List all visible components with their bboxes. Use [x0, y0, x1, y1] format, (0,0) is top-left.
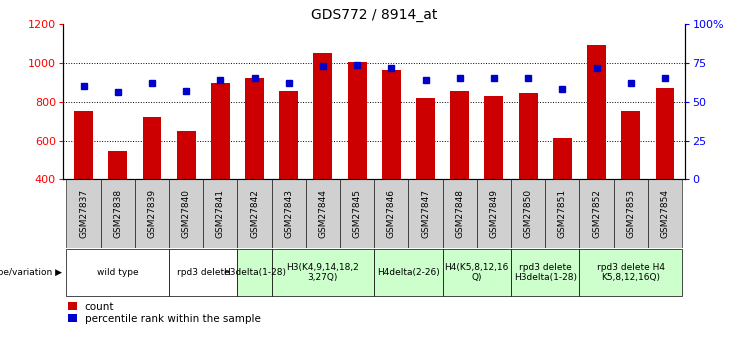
Text: genotype/variation ▶: genotype/variation ▶	[0, 268, 62, 277]
Legend: count, percentile rank within the sample: count, percentile rank within the sample	[68, 302, 261, 324]
Text: GSM27853: GSM27853	[626, 189, 635, 238]
Text: GSM27843: GSM27843	[285, 189, 293, 238]
Bar	[348, 62, 367, 179]
Bar	[272, 179, 306, 248]
Bar	[382, 70, 401, 179]
Bar	[169, 249, 237, 296]
Text: GSM27838: GSM27838	[113, 189, 122, 238]
Text: GSM27840: GSM27840	[182, 189, 190, 238]
Title: GDS772 / 8914_at: GDS772 / 8914_at	[311, 8, 437, 22]
Text: rpd3 delete
H3delta(1-28): rpd3 delete H3delta(1-28)	[514, 263, 576, 282]
Text: GSM27849: GSM27849	[489, 189, 499, 238]
Text: GSM27846: GSM27846	[387, 189, 396, 238]
Bar	[237, 179, 272, 248]
Bar	[313, 53, 332, 179]
Bar	[579, 179, 614, 248]
Bar	[511, 179, 545, 248]
Bar	[203, 179, 237, 248]
Bar	[621, 110, 640, 179]
Text: H4delta(2-26): H4delta(2-26)	[377, 268, 439, 277]
Text: GSM27850: GSM27850	[524, 189, 533, 238]
Text: GSM27854: GSM27854	[660, 189, 669, 238]
Text: GSM27839: GSM27839	[147, 189, 156, 238]
Bar	[101, 179, 135, 248]
Bar	[511, 249, 579, 296]
Text: GSM27837: GSM27837	[79, 189, 88, 238]
Bar	[169, 179, 203, 248]
Bar	[519, 93, 537, 179]
Bar	[442, 249, 511, 296]
Text: GSM27852: GSM27852	[592, 189, 601, 238]
Bar	[442, 179, 476, 248]
Bar	[476, 179, 511, 248]
Text: GSM27844: GSM27844	[319, 189, 328, 238]
Bar	[74, 110, 93, 179]
Bar	[279, 91, 298, 179]
Bar	[451, 91, 469, 179]
Bar	[614, 179, 648, 248]
Bar	[245, 78, 264, 179]
Bar	[553, 138, 572, 179]
Bar	[272, 249, 374, 296]
Bar	[135, 179, 169, 248]
Bar	[545, 179, 579, 248]
Bar	[485, 96, 503, 179]
Bar	[648, 179, 682, 248]
Bar	[656, 88, 674, 179]
Bar	[67, 179, 101, 248]
Text: GSM27845: GSM27845	[353, 189, 362, 238]
Bar	[587, 45, 606, 179]
Text: rpd3 delete: rpd3 delete	[177, 268, 230, 277]
Text: GSM27847: GSM27847	[421, 189, 430, 238]
Text: GSM27848: GSM27848	[455, 189, 464, 238]
Bar	[108, 151, 127, 179]
Bar	[374, 179, 408, 248]
Bar	[374, 249, 442, 296]
Bar	[211, 83, 230, 179]
Bar	[306, 179, 340, 248]
Bar	[67, 249, 169, 296]
Bar	[340, 179, 374, 248]
Text: H3delta(1-28): H3delta(1-28)	[223, 268, 286, 277]
Bar	[142, 117, 162, 179]
Bar	[176, 131, 196, 179]
Text: H4(K5,8,12,16
Q): H4(K5,8,12,16 Q)	[445, 263, 509, 282]
Text: GSM27851: GSM27851	[558, 189, 567, 238]
Bar	[408, 179, 442, 248]
Text: H3(K4,9,14,18,2
3,27Q): H3(K4,9,14,18,2 3,27Q)	[287, 263, 359, 282]
Text: GSM27841: GSM27841	[216, 189, 225, 238]
Bar	[416, 98, 435, 179]
Text: rpd3 delete H4
K5,8,12,16Q): rpd3 delete H4 K5,8,12,16Q)	[597, 263, 665, 282]
Bar	[237, 249, 272, 296]
Bar	[579, 249, 682, 296]
Text: wild type: wild type	[97, 268, 139, 277]
Text: GSM27842: GSM27842	[250, 189, 259, 238]
